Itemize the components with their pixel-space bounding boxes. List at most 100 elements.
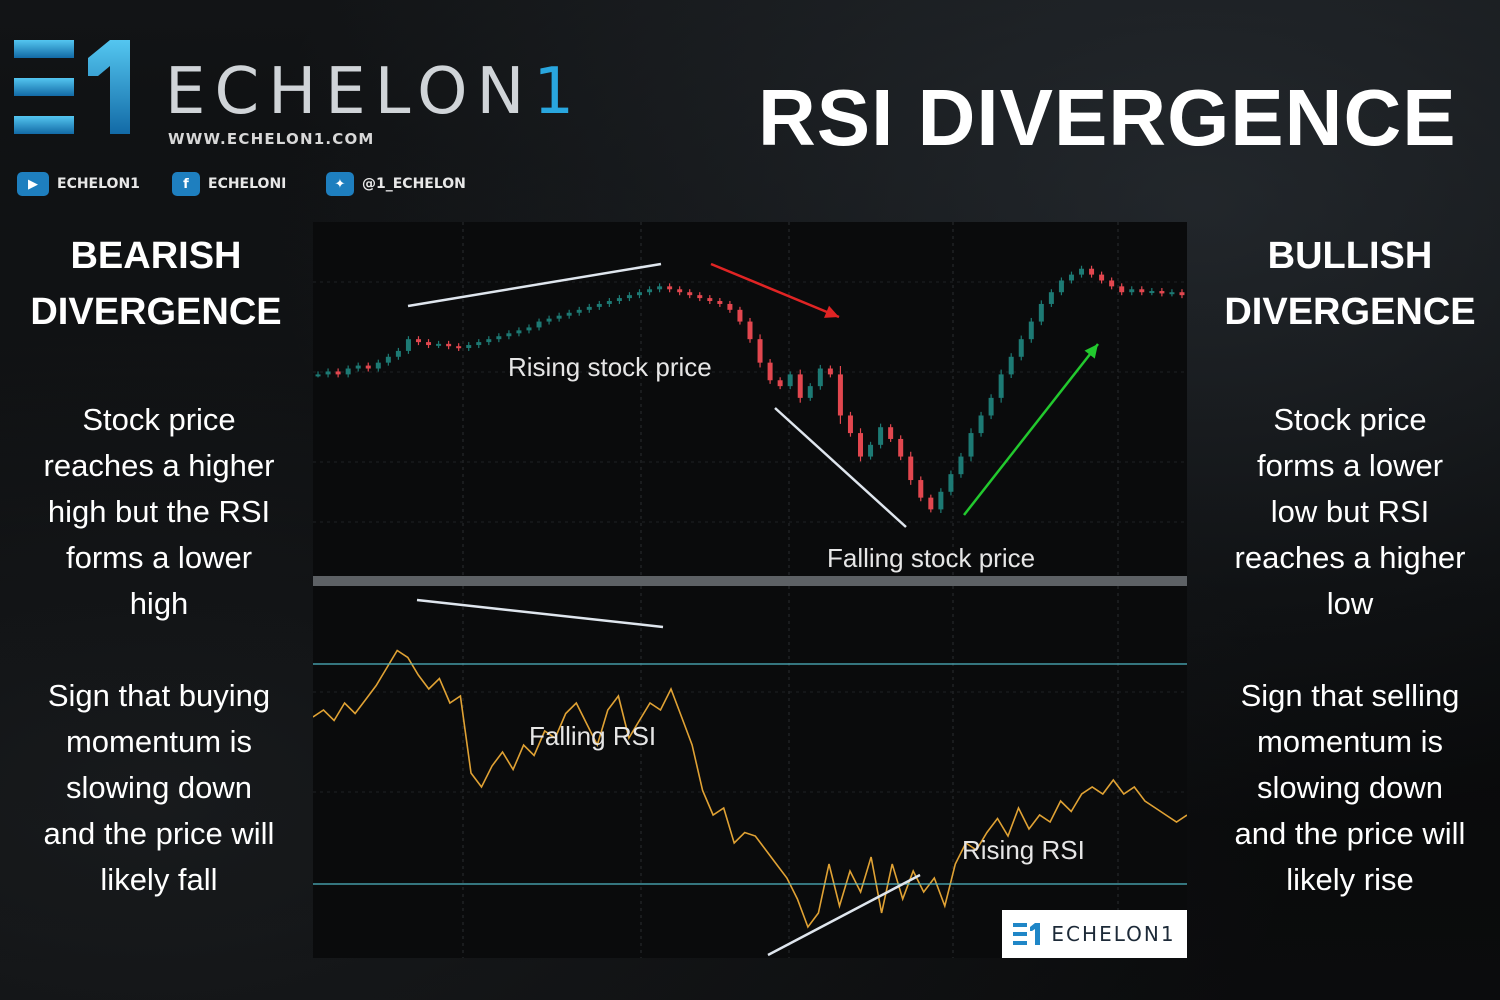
echelon1-logo-icon: [14, 40, 130, 134]
candle-body: [1008, 356, 1014, 375]
candle-body: [375, 362, 381, 369]
candle-body: [1079, 268, 1085, 275]
candle-body: [325, 371, 331, 375]
candle-body: [938, 491, 944, 510]
candle-body: [797, 374, 803, 398]
candle-body: [1139, 289, 1145, 293]
candle-body: [647, 289, 653, 293]
bearish-description: Stock price reaches a higher high but the …: [43, 402, 275, 621]
candle-body: [787, 374, 793, 387]
bullish-price-trendline: [774, 407, 907, 528]
candle-body: [355, 365, 361, 369]
annotation-rising-price: Rising stock price: [508, 352, 712, 382]
candle-body: [1089, 268, 1095, 275]
annotation-falling-price: Falling stock price: [827, 543, 1035, 573]
candle-body: [395, 350, 401, 357]
social-twitter[interactable]: ✦ @1_ECHELON: [326, 172, 466, 196]
candle-body: [717, 301, 723, 304]
candle-body: [1119, 286, 1125, 293]
candle-body: [878, 427, 884, 445]
candle-body: [1109, 280, 1115, 287]
chart-svg: Rising stock price Falling stock price F…: [313, 222, 1187, 958]
candle-body: [446, 343, 452, 347]
candle-body: [1179, 292, 1185, 296]
candle-body: [476, 342, 482, 346]
candle-body: [978, 415, 984, 434]
candle-body: [958, 456, 964, 475]
candle-body: [968, 433, 974, 457]
rsi-panel: [313, 586, 1187, 958]
candle-body: [687, 292, 693, 296]
candle-body: [1169, 292, 1175, 295]
bullish-explanation: Sign that selling momentum is slowing down…: [1234, 678, 1466, 897]
bearish-rsi-trendline: [416, 598, 664, 629]
annotation-falling-rsi: Falling RSI: [529, 721, 656, 751]
candle-body: [415, 339, 421, 343]
candle-body: [898, 438, 904, 457]
candle-body: [727, 303, 733, 310]
candle-body: [496, 336, 502, 340]
candle-body: [556, 315, 562, 319]
youtube-icon: ▶: [17, 172, 49, 196]
brand-name: ECHELON1: [165, 55, 584, 129]
bullish-description: Stock price forms a lower low but RSI reach…: [1234, 402, 1466, 621]
candle-body: [868, 444, 874, 457]
rsi-line: [313, 649, 1187, 929]
candle-body: [426, 342, 432, 346]
candle-body: [536, 321, 542, 328]
candle-body: [707, 298, 713, 302]
candle-body: [807, 386, 813, 398]
annotation-rising-rsi: Rising RSI: [962, 835, 1085, 865]
bearish-price-trendline: [407, 262, 662, 308]
candle-body: [335, 371, 341, 375]
candle-body: [1048, 292, 1054, 304]
candle-body: [858, 433, 864, 457]
candle-body: [908, 456, 914, 481]
candle-body: [516, 330, 522, 334]
page-title: RSI DIVERGENCE: [758, 73, 1457, 162]
candle-body: [918, 480, 924, 498]
candle-body: [1159, 291, 1165, 294]
candle-body: [566, 312, 572, 316]
social-facebook[interactable]: f ECHELONI: [172, 172, 286, 196]
candle-body: [827, 368, 833, 375]
candle-body: [1028, 321, 1034, 340]
bullish-rsi-trendline: [767, 873, 921, 957]
candle-body: [315, 374, 321, 377]
candle-body: [626, 295, 632, 299]
candle-body: [998, 374, 1004, 398]
bearish-explanation: Sign that buying momentum is slowing down a…: [43, 678, 275, 897]
bearish-arrow-head: [824, 305, 839, 318]
candle-body: [737, 309, 743, 322]
candle-body: [847, 415, 853, 434]
twitter-icon: ✦: [326, 172, 354, 196]
rsi-divergence-chart: Rising stock price Falling stock price F…: [313, 222, 1187, 958]
candle-body: [456, 346, 462, 349]
candle-body: [466, 345, 472, 348]
candle-body: [677, 289, 683, 293]
bullish-arrow-head: [1084, 344, 1098, 359]
candle-body: [888, 427, 894, 439]
candle-body: [988, 397, 994, 416]
watermark-logo-icon: [1013, 923, 1041, 945]
candle-body: [697, 295, 703, 299]
candle-body: [636, 292, 642, 296]
candle-body: [526, 327, 532, 331]
candle-body: [586, 306, 592, 310]
candle-body: [837, 374, 843, 416]
candle-body: [1129, 289, 1135, 293]
candle-body: [777, 380, 783, 387]
website-url[interactable]: WWW.ECHELON1.COM: [168, 130, 375, 148]
candle-body: [1058, 280, 1064, 293]
candle-body: [1018, 339, 1024, 357]
candle-body: [385, 356, 391, 363]
social-youtube[interactable]: ▶ ECHELON1: [17, 172, 140, 196]
candle-body: [1068, 274, 1074, 281]
candle-body: [948, 474, 954, 492]
candle-body: [1038, 303, 1044, 322]
candle-body: [1099, 274, 1105, 281]
watermark: ECHELON1: [1002, 910, 1187, 958]
panel-divider[interactable]: [313, 576, 1187, 586]
candle-body: [486, 339, 492, 343]
bearish-arrow-shaft: [710, 262, 840, 319]
